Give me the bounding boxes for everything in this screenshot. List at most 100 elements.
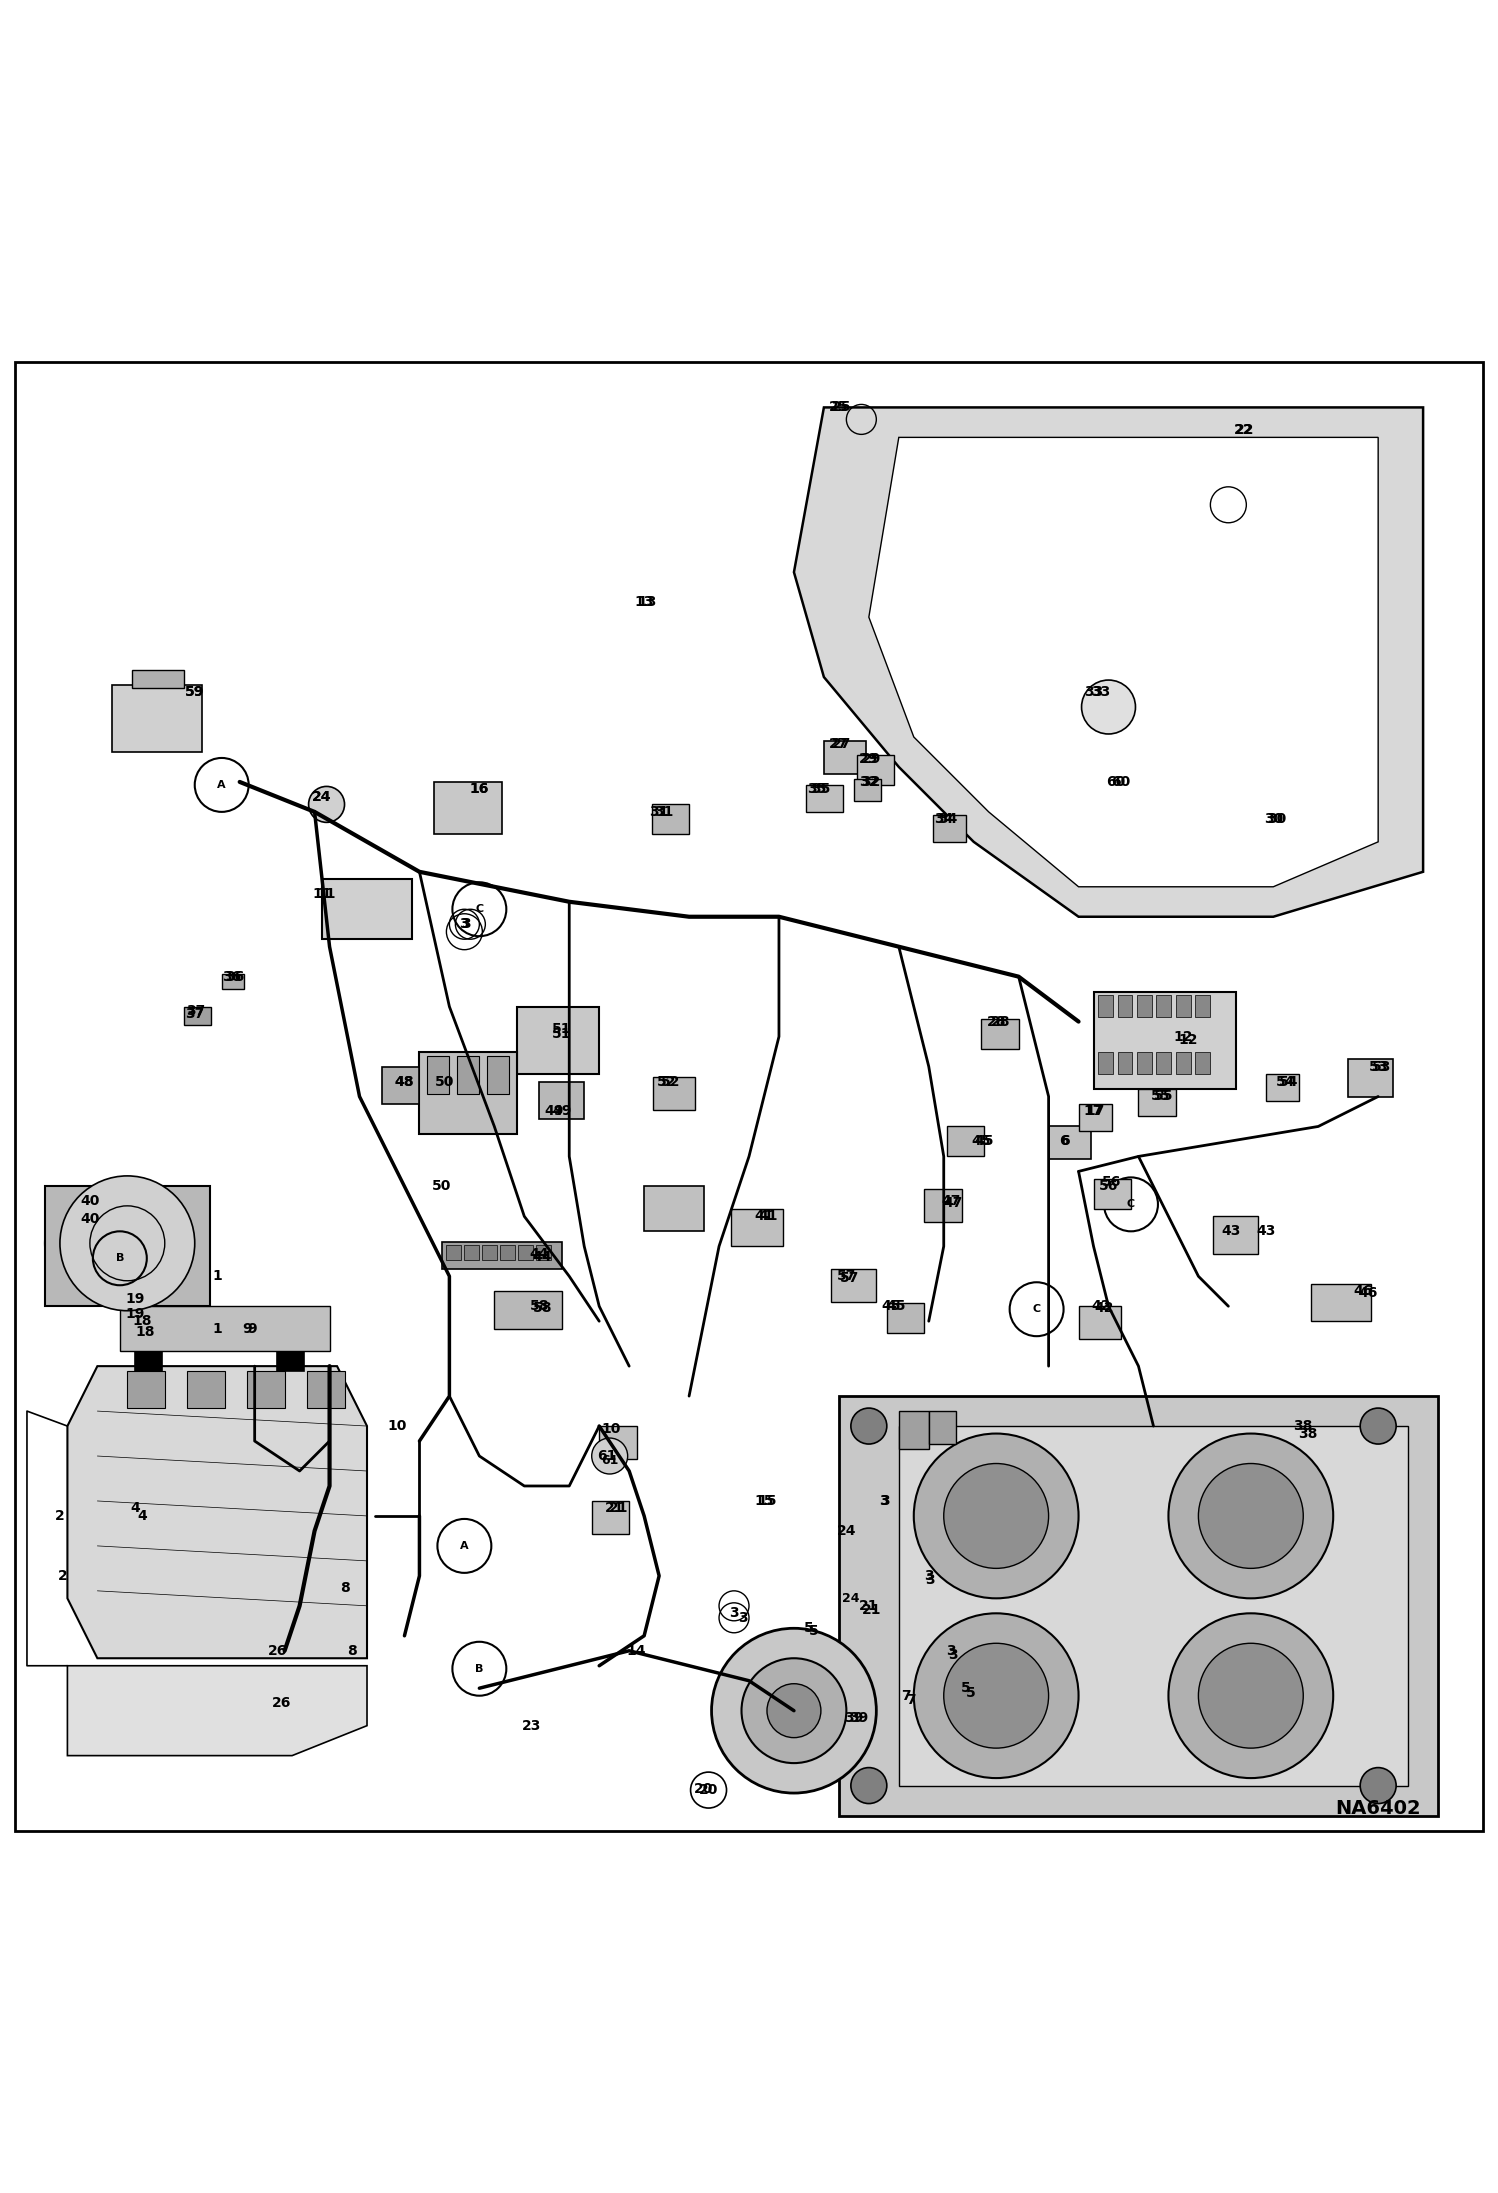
Text: 18: 18 (132, 1314, 153, 1329)
Text: 5: 5 (962, 1682, 971, 1695)
Text: 33: 33 (1092, 684, 1110, 700)
Text: 16: 16 (470, 783, 488, 796)
Bar (1266, 1075, 1299, 1101)
Bar (464, 1246, 479, 1259)
Bar (1098, 996, 1113, 1018)
Text: 21: 21 (858, 1599, 879, 1612)
Bar (1094, 1180, 1131, 1208)
Text: 14: 14 (626, 1645, 647, 1658)
Bar (307, 1371, 345, 1408)
Bar (1079, 1307, 1121, 1340)
Text: 6: 6 (1059, 1134, 1068, 1149)
Text: 44: 44 (532, 1250, 553, 1263)
Bar (539, 1081, 584, 1118)
Text: 1: 1 (213, 1322, 222, 1336)
Text: 37: 37 (187, 1004, 205, 1018)
Text: 36: 36 (223, 969, 241, 985)
Bar (644, 1186, 704, 1230)
Text: 34: 34 (935, 811, 953, 827)
Polygon shape (839, 1397, 1438, 1816)
Polygon shape (899, 1425, 1408, 1785)
Text: 39: 39 (845, 1711, 863, 1726)
Bar (45, 1186, 210, 1307)
Text: 20: 20 (695, 1781, 713, 1796)
Text: 59: 59 (186, 684, 204, 700)
Text: C: C (475, 904, 484, 914)
Circle shape (767, 1684, 821, 1737)
Bar (857, 754, 894, 785)
Text: 31: 31 (655, 805, 673, 818)
Text: 8: 8 (340, 1581, 349, 1594)
Text: 44: 44 (529, 1248, 550, 1261)
Text: 12: 12 (1177, 1033, 1198, 1046)
Text: 33: 33 (1085, 684, 1103, 700)
Text: 7: 7 (906, 1693, 915, 1706)
Text: 59: 59 (186, 684, 204, 700)
Bar (1049, 1127, 1091, 1160)
Text: 52: 52 (661, 1075, 682, 1088)
Text: 11: 11 (316, 888, 337, 901)
Polygon shape (794, 408, 1423, 917)
Text: 43: 43 (1222, 1224, 1240, 1239)
Circle shape (914, 1614, 1079, 1779)
Bar (1213, 1217, 1258, 1254)
Text: 30: 30 (1264, 811, 1282, 827)
Text: 26: 26 (268, 1645, 286, 1658)
Bar (222, 974, 244, 989)
Circle shape (914, 1434, 1079, 1599)
Text: 39: 39 (849, 1711, 867, 1726)
Text: 27: 27 (833, 737, 851, 752)
Text: 55: 55 (1153, 1090, 1174, 1103)
Bar (487, 1057, 509, 1094)
Bar (518, 1246, 533, 1259)
Text: 24: 24 (836, 1524, 857, 1537)
Text: 29: 29 (860, 752, 878, 765)
Bar (929, 1410, 956, 1443)
Text: 9: 9 (247, 1322, 256, 1336)
Bar (500, 1246, 515, 1259)
Text: 15: 15 (756, 1493, 777, 1509)
Bar (382, 1066, 419, 1103)
Text: 7: 7 (902, 1689, 911, 1702)
Text: 17: 17 (1086, 1105, 1104, 1118)
Bar (731, 1208, 783, 1246)
Text: 12: 12 (1173, 1029, 1194, 1044)
Bar (653, 1077, 695, 1110)
Bar (899, 1410, 929, 1450)
Text: 28: 28 (990, 1015, 1011, 1029)
Text: 22: 22 (1234, 423, 1255, 436)
Bar (427, 1057, 449, 1094)
Bar (184, 1007, 211, 1024)
Bar (434, 783, 502, 833)
Text: 3: 3 (947, 1645, 956, 1658)
Text: 3: 3 (881, 1493, 890, 1509)
Bar (924, 1189, 962, 1222)
Text: 45: 45 (974, 1134, 995, 1149)
Bar (442, 1241, 562, 1270)
Text: 42: 42 (1091, 1298, 1112, 1314)
Text: 3: 3 (461, 917, 470, 932)
Bar (1156, 996, 1171, 1018)
Text: 5: 5 (804, 1621, 813, 1636)
Text: 40: 40 (81, 1195, 99, 1208)
Bar (1137, 1053, 1152, 1075)
Text: 38: 38 (1299, 1428, 1317, 1441)
Bar (419, 1053, 517, 1134)
Bar (247, 1371, 285, 1408)
Bar (1311, 1283, 1371, 1320)
Text: 51: 51 (551, 1026, 572, 1042)
Text: 52: 52 (656, 1075, 677, 1088)
Bar (135, 1344, 162, 1371)
Text: 3: 3 (924, 1568, 933, 1583)
Bar (1176, 996, 1191, 1018)
Circle shape (742, 1658, 846, 1763)
Circle shape (1168, 1614, 1333, 1779)
Text: 50: 50 (436, 1075, 454, 1088)
Text: 19: 19 (126, 1292, 144, 1305)
Bar (457, 1057, 479, 1094)
Text: 19: 19 (126, 1307, 144, 1320)
Polygon shape (869, 436, 1378, 886)
Text: 21: 21 (604, 1502, 625, 1515)
Text: 34: 34 (939, 811, 957, 827)
Bar (536, 1246, 551, 1259)
